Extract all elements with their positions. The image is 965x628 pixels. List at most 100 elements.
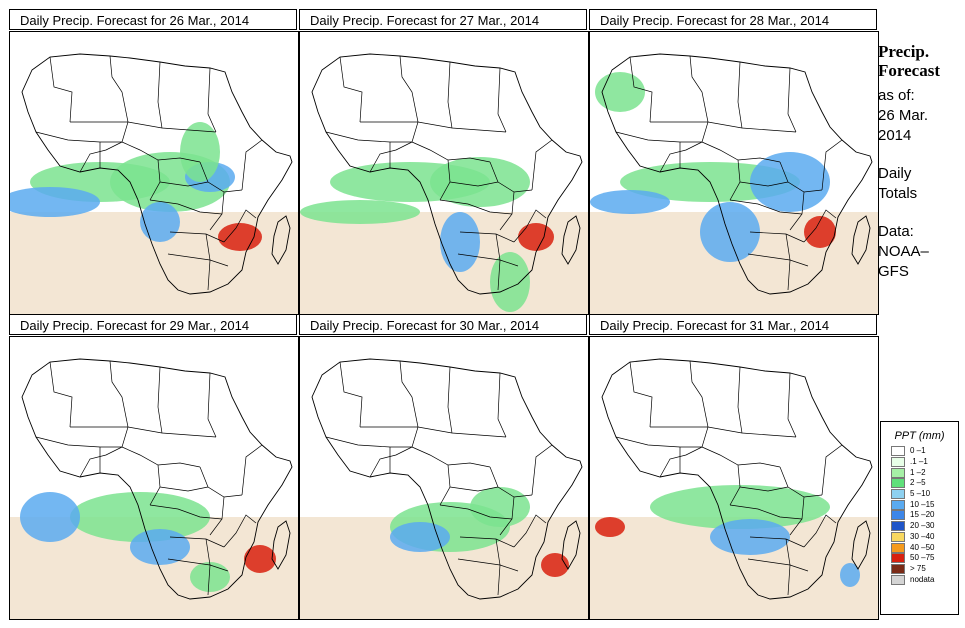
- country-border: [701, 141, 781, 163]
- legend-swatch: [891, 457, 905, 468]
- as-of-line: as of:: [878, 87, 915, 104]
- forecast-panel-day3: Daily Precip. Forecast for 28 Mar., 2014: [589, 9, 879, 315]
- africa-precip-map: [9, 31, 299, 315]
- rain-area: [140, 202, 180, 242]
- country-border: [35, 131, 122, 143]
- country-border: [339, 56, 363, 123]
- rain-area: [700, 202, 760, 262]
- country-border: [121, 446, 201, 468]
- country-border: [241, 444, 263, 496]
- rain-area: [595, 517, 625, 537]
- forecast-panel-day5: Daily Precip. Forecast for 30 Mar., 2014: [299, 314, 589, 620]
- legend-label: 5 –10: [910, 489, 931, 499]
- country-border: [729, 504, 803, 520]
- country-border: [369, 446, 413, 478]
- country-border: [449, 486, 499, 492]
- legend-item: nodata: [891, 574, 958, 585]
- country-border: [650, 426, 797, 438]
- rain-area: [440, 212, 480, 272]
- country-border: [70, 121, 217, 133]
- rain-area: [590, 190, 670, 214]
- country-border: [121, 141, 201, 163]
- clear-area: [300, 367, 380, 427]
- heading-line: Forecast: [878, 61, 940, 80]
- africa-coastline: [601, 53, 873, 295]
- country-border: [369, 141, 413, 173]
- rain-area: [180, 122, 220, 182]
- legend-label: .1 –1: [910, 457, 928, 467]
- country-border: [159, 486, 209, 492]
- country-border: [785, 233, 791, 291]
- precip-legend: PPT (mm) 0 –1.1 –1 1 –2 2 –5 5 –10 10 –15 15 …: [880, 421, 959, 615]
- madagascar-outline: [271, 520, 291, 570]
- country-border: [157, 61, 163, 129]
- madagascar-outline: [851, 215, 871, 265]
- africa-coastline: [21, 53, 293, 295]
- country-border: [497, 67, 507, 133]
- as-of-year: 2014: [878, 127, 912, 144]
- africa-precip-map: [589, 31, 879, 315]
- clear-area: [590, 367, 670, 427]
- rain-area: [70, 492, 210, 542]
- legend-swatch: [891, 542, 905, 553]
- legend-label: 1 –2: [910, 467, 926, 477]
- africa-coastline: [21, 358, 293, 600]
- africa-coastline: [311, 53, 583, 295]
- legend-swatch: [891, 563, 905, 574]
- country-border: [439, 504, 513, 520]
- legend-swatch: [891, 553, 905, 564]
- country-border: [199, 161, 243, 193]
- country-border: [739, 486, 789, 492]
- rain-area: [130, 529, 190, 565]
- legend-label: > 75: [910, 563, 926, 573]
- rain-area: [244, 545, 276, 573]
- country-border: [615, 436, 702, 448]
- legend-item: > 75: [891, 563, 958, 575]
- rain-area: [300, 200, 420, 224]
- country-border: [399, 55, 419, 143]
- country-border: [489, 466, 533, 498]
- rain-area: [804, 216, 836, 248]
- country-border: [737, 61, 743, 129]
- country-border: [439, 199, 513, 215]
- country-border: [439, 464, 451, 506]
- legend-item: 5 –10: [891, 489, 958, 500]
- legend-label: 20 –30: [910, 521, 935, 531]
- legend-swatch: [891, 574, 905, 585]
- country-border: [241, 139, 263, 191]
- country-border: [513, 209, 547, 243]
- legend-item: 50 –75: [891, 553, 958, 564]
- totals-line: Daily: [878, 165, 912, 182]
- country-border: [489, 161, 533, 193]
- clear-area: [300, 62, 380, 122]
- rain-area: [10, 187, 100, 217]
- country-border: [223, 514, 257, 548]
- country-border: [739, 181, 789, 187]
- country-border: [787, 372, 797, 438]
- country-border: [339, 361, 363, 428]
- country-border: [659, 446, 703, 478]
- panel-title: Daily Precip. Forecast for 28 Mar., 2014: [589, 9, 877, 30]
- country-border: [205, 233, 211, 291]
- data-source-line: GFS: [878, 263, 909, 280]
- africa-precip-map: [9, 336, 299, 620]
- country-border: [360, 426, 507, 438]
- rain-area: [595, 72, 645, 112]
- country-border: [701, 446, 781, 468]
- legend-item: 40 –50: [891, 542, 958, 553]
- rain-area: [218, 223, 262, 251]
- country-border: [513, 514, 547, 548]
- madagascar-outline: [851, 520, 871, 570]
- legend-label: nodata: [910, 574, 935, 584]
- clear-area: [10, 367, 90, 427]
- panel-title: Daily Precip. Forecast for 27 Mar., 2014: [299, 9, 587, 30]
- rain-area: [430, 157, 530, 207]
- rain-area: [470, 487, 530, 527]
- madagascar-outline: [271, 215, 291, 265]
- legend-item: 30 –40: [891, 531, 958, 543]
- country-border: [629, 361, 653, 428]
- legend-item: 15 –20: [891, 510, 958, 521]
- legend-label: 0 –1: [910, 446, 926, 456]
- legend-label: 30 –40: [910, 531, 935, 541]
- country-border: [79, 446, 123, 478]
